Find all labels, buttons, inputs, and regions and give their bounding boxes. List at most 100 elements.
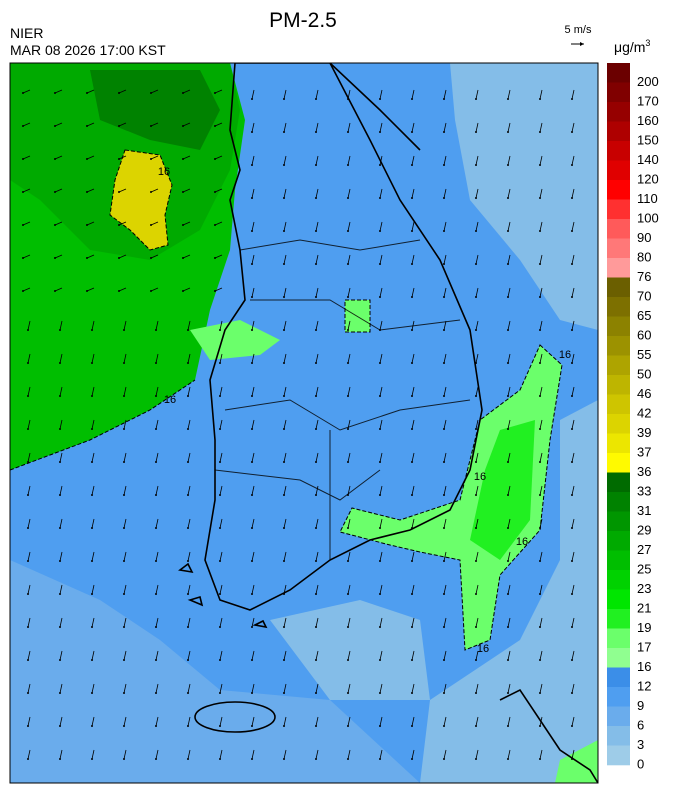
wind-arrow-head [27,692,29,694]
wind-arrow [150,188,159,193]
wind-arrow-head [219,626,221,628]
colorbar-label: 12 [637,678,651,693]
wind-arrow [507,320,511,331]
wind-arrow-head [539,428,541,430]
low-field [450,63,598,330]
wind-arrow-head [59,428,61,430]
wind-arrow [315,419,319,430]
wind-arrow-head [507,428,509,430]
wind-arrow [347,353,351,364]
colorbar-swatch [607,745,630,766]
wind-arrow [539,452,543,463]
wind-arrow [187,650,191,661]
contour-label: 16 [164,394,176,406]
wind-arrow-head [443,329,445,331]
wind-arrow-head [54,92,56,94]
wind-arrow [86,89,95,94]
colorbar-swatch [607,277,630,298]
colorbar-label: 70 [637,288,651,303]
wind-arrow [118,155,127,160]
wind-arrow [91,716,95,727]
wind-arrow [347,749,351,760]
wind-arrow [219,320,223,331]
colorbar-swatch [607,453,630,473]
wind-arrow-head [315,395,317,397]
wind-arrow [150,254,159,259]
wind-arrow [283,287,287,298]
wind-arrow [507,89,511,100]
wind-arrow-head [27,725,29,727]
wind-arrow [411,551,415,562]
wind-arrow [571,419,575,430]
wind-arrow [182,254,191,259]
wind-arrow [251,452,255,463]
wind-arrow [251,320,255,331]
high-field [109,149,173,251]
colorbar-swatch [607,336,630,356]
colorbar-swatch [607,316,630,337]
wind-arrow [54,254,63,259]
wind-arrow [315,155,319,166]
wind-arrow-head [54,224,56,226]
wind-arrow [347,254,351,265]
wind-arrow-head [539,98,541,100]
wind-arrow [379,683,383,694]
wind-arrow-head [315,659,317,661]
wind-arrow-head [475,692,477,694]
wind-arrow [59,683,63,694]
wind-arrow [27,650,31,661]
wind-arrow-head [91,428,93,430]
wind-arrow-head [27,362,29,364]
wind-arrow [571,221,575,232]
wind-arrow [571,188,575,199]
wind-arrow-head [411,131,413,133]
contour-label: 16 [516,536,528,548]
wind-arrow [219,749,223,760]
wind-arrow [155,518,159,529]
wind-arrow [91,353,95,364]
colorbar-label: 90 [637,230,651,245]
wind-arrow-head [118,92,120,94]
wind-arrow-head [475,395,477,397]
wind-arrow [59,617,63,628]
wind-arrow [150,287,159,292]
wind-arrow-head [59,725,61,727]
wind-arrow [347,650,351,661]
wind-arrow-head [411,296,413,298]
wind-arrow-head [315,362,317,364]
wind-arrow-head [315,98,317,100]
wind-arrow [59,353,63,364]
wind-arrow-head [379,428,381,430]
wind-arrow [443,386,447,397]
wind-arrow-head [539,362,541,364]
wind-arrow-head [214,224,216,226]
wind-arrow [118,254,127,259]
wind-arrow [507,419,511,430]
contour-line [10,379,196,471]
wind-arrow-head [315,758,317,760]
wind-arrow-head [155,329,157,331]
wind-arrow-head [539,296,541,298]
wind-arrow-head [379,362,381,364]
colorbar-swatch [607,141,630,161]
wind-arrow [411,452,415,463]
wind-arrow-head [123,527,125,529]
wind-arrow-head [283,197,285,199]
wind-arrow [91,320,95,331]
wind-arrow [507,716,511,727]
wind-arrow [539,617,543,628]
wind-arrow [379,89,383,100]
low-field [10,560,420,783]
wind-arrow-head [251,395,253,397]
wind-arrow-head [411,758,413,760]
wind-arrow-head [219,395,221,397]
wind-arrow [59,650,63,661]
colorbar-label: 140 [637,152,659,167]
wind-arrow [91,485,95,496]
wind-arrow-head [315,527,317,529]
wind-arrow-head [283,395,285,397]
wind-arrow-head [443,626,445,628]
wind-arrow [571,386,575,397]
colorbar-label: 19 [637,620,651,635]
